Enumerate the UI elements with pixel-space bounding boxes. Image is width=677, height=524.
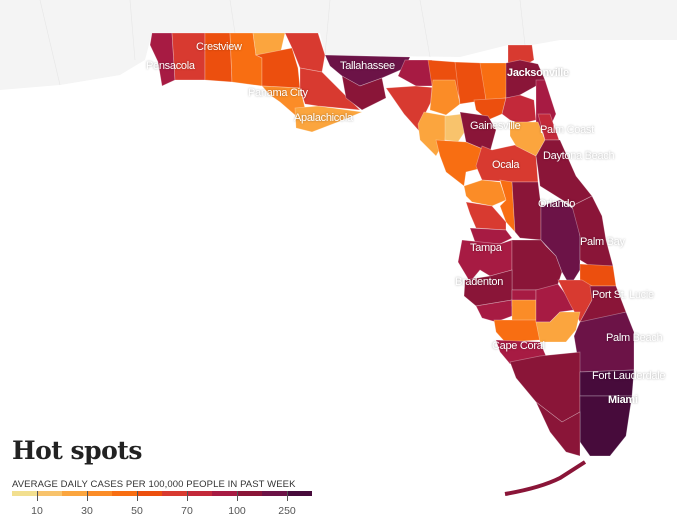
- county: [469, 227, 513, 245]
- neighbor-states-land: [0, 0, 677, 90]
- county: [473, 97, 507, 121]
- legend-swatch: [87, 491, 112, 496]
- county: [435, 139, 491, 187]
- county: [429, 79, 461, 116]
- legend-tick: [37, 491, 38, 501]
- legend-tick-label: 10: [31, 505, 43, 517]
- legend-tick: [137, 491, 138, 501]
- legend-tick-label: 70: [181, 505, 193, 517]
- legend-tick: [87, 491, 88, 501]
- city-label-fort-lauderdale: Fort Lauderdale: [592, 370, 666, 382]
- county-layer: [149, 32, 635, 457]
- legend-label: AVERAGE DAILY CASES PER 100,000 PEOPLE I…: [12, 479, 296, 490]
- legend-tick-label: 250: [278, 505, 296, 517]
- city-label-cape-coral: Cape Coral: [492, 340, 545, 352]
- city-label-palm-coast: Palm Coast: [540, 124, 594, 136]
- county: [463, 179, 507, 207]
- city-label-palm-bay: Palm Bay: [580, 236, 625, 248]
- legend-tick-label: 30: [81, 505, 93, 517]
- city-label-apalachicola: Apalachicola: [294, 112, 353, 124]
- county: [459, 111, 497, 153]
- county: [299, 67, 361, 111]
- legend-swatch: [212, 491, 237, 496]
- city-label-orlando: Orlando: [538, 198, 576, 210]
- legend-tick: [237, 491, 238, 501]
- legend-swatch: [137, 491, 162, 496]
- legend-swatch: [12, 491, 37, 496]
- city-label-tampa: Tampa: [470, 242, 502, 254]
- county: [511, 299, 537, 323]
- legend-tick: [287, 491, 288, 501]
- legend-color-scale: [12, 491, 312, 496]
- city-label-daytona-beach: Daytona Beach: [543, 150, 615, 162]
- city-label-palm-beach: Palm Beach: [606, 332, 663, 344]
- legend-tick: [187, 491, 188, 501]
- city-label-port-st-lucie: Port St. Lucie: [592, 289, 654, 301]
- legend-swatch: [37, 491, 62, 496]
- county: [475, 299, 513, 323]
- city-label-gainesville: Gainesville: [470, 120, 521, 132]
- map-title: Hot spots: [12, 436, 142, 465]
- legend-swatch: [237, 491, 262, 496]
- city-label-miami: Miami: [608, 394, 638, 406]
- legend-swatch: [187, 491, 212, 496]
- city-label-pensacola: Pensacola: [146, 60, 195, 72]
- legend-swatch: [162, 491, 187, 496]
- city-label-jacksonville: Jacksonville: [507, 67, 569, 79]
- legend-tick-label: 50: [131, 505, 143, 517]
- legend-swatch: [287, 491, 312, 496]
- city-label-panama-city: Panama City: [248, 87, 308, 99]
- florida-keys: [504, 460, 587, 496]
- county: [540, 199, 581, 287]
- county: [444, 113, 467, 143]
- legend-swatch: [262, 491, 287, 496]
- county: [493, 319, 541, 343]
- legend-swatch: [62, 491, 87, 496]
- city-label-tallahassee: Tallahassee: [340, 60, 395, 72]
- city-label-bradenton: Bradenton: [455, 276, 504, 288]
- county: [254, 47, 301, 89]
- neighbor-borders: [39, 0, 526, 86]
- county: [397, 59, 439, 87]
- county: [535, 401, 581, 457]
- legend-tick-label: 100: [228, 505, 246, 517]
- city-label-ocala: Ocala: [492, 159, 520, 171]
- county: [511, 181, 542, 241]
- county: [341, 75, 387, 111]
- city-label-crestview: Crestview: [196, 41, 242, 53]
- legend-swatch: [112, 491, 137, 496]
- county: [535, 311, 581, 343]
